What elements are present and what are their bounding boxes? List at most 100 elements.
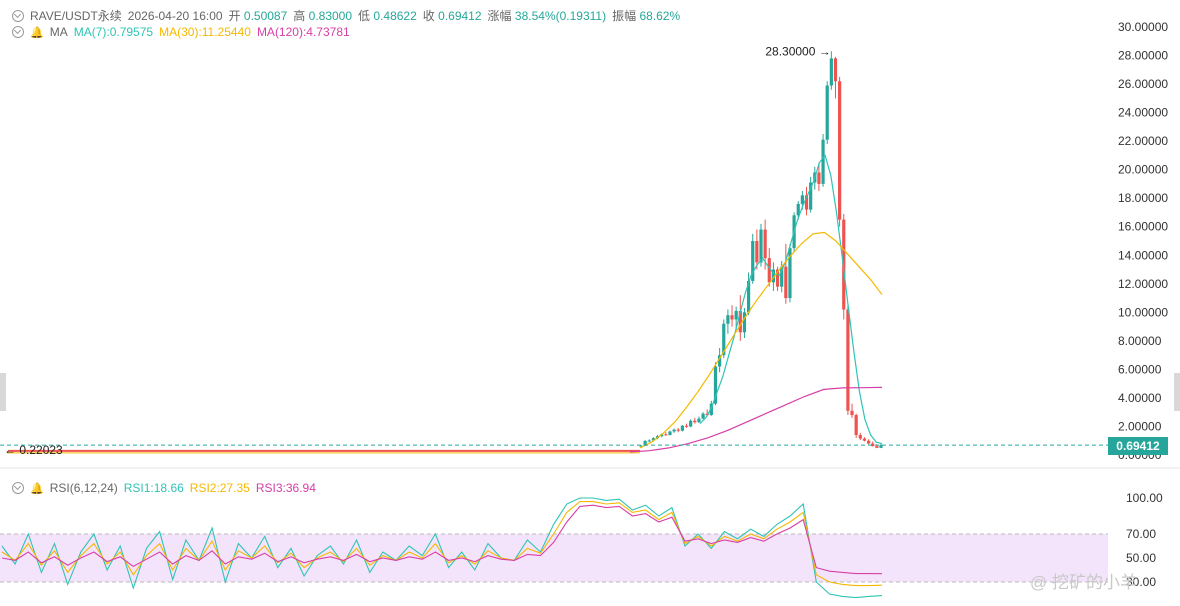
candle-body — [697, 418, 701, 423]
candles — [639, 51, 883, 449]
price-axis: 30.00000 28.00000 26.00000 24.00000 22.00000… — [1118, 20, 1168, 462]
candle-body — [734, 310, 738, 320]
rsi3-legend: RSI3:36.94 — [255, 481, 316, 495]
price-tick-label: 24.00000 — [1118, 106, 1168, 120]
candle-body — [875, 446, 879, 448]
change-label: 涨幅 — [487, 9, 512, 23]
candle-body — [643, 441, 647, 446]
low-label: 低 — [358, 9, 371, 23]
candle-body — [709, 403, 713, 416]
price-tick-label: 20.00000 — [1118, 163, 1168, 177]
candle-body — [738, 310, 742, 333]
candle-body — [730, 315, 734, 320]
price-tick-label: 10.00000 — [1118, 305, 1168, 319]
candle-body — [676, 429, 680, 431]
ma30-line — [639, 231, 883, 449]
price-tick-label: 18.00000 — [1118, 191, 1168, 205]
ma120-line — [629, 386, 883, 453]
candle-body — [651, 438, 656, 441]
candle-body — [850, 410, 854, 416]
rsi-tick-label: 30.00 — [1126, 575, 1156, 589]
candle-body — [858, 435, 862, 439]
price-tick-label: 22.00000 — [1118, 134, 1168, 148]
price-tick-label: 30.00000 — [1118, 20, 1168, 34]
candle-body — [842, 219, 846, 310]
rsi-lines — [1, 497, 883, 599]
last-price-badge: 0.69412 — [1108, 437, 1168, 455]
rsi-alert-bell-icon[interactable]: 🔔 — [30, 482, 44, 495]
candle-body — [751, 241, 755, 281]
candle-body — [838, 81, 842, 220]
candle-body — [755, 241, 759, 263]
change-value: 38.54%(0.19311) — [514, 9, 607, 23]
amplitude-value: 68.62% — [639, 9, 681, 23]
watermark: @ 挖矿的小羊 — [1030, 573, 1137, 592]
left-scroll-handle[interactable] — [0, 373, 6, 411]
candle-body — [771, 269, 776, 283]
candle-body — [879, 445, 883, 448]
candle-body — [680, 425, 684, 431]
close-label: 收 — [422, 9, 435, 23]
candle-body — [804, 195, 809, 210]
candle-body — [821, 139, 825, 184]
amplitude-label: 振幅 — [612, 9, 637, 23]
candle-body — [693, 420, 697, 423]
candle-body — [780, 266, 784, 287]
ohlc-header: RAVE/USDT永续 2026-04-20 16:00 开 0.50087 高… — [12, 7, 680, 24]
candle-body — [788, 248, 792, 299]
ma7-legend: MA(7):0.79575 — [73, 25, 154, 39]
candle-body — [746, 280, 751, 313]
candle-body — [866, 440, 871, 444]
candle-body — [871, 443, 875, 447]
price-tick-label: 6.00000 — [1118, 362, 1162, 376]
rsi-tick-label: 50.00 — [1126, 551, 1156, 565]
candle-body — [647, 440, 651, 442]
rsi-tick-label: 100.00 — [1126, 491, 1163, 505]
close-value: 0.69412 — [438, 9, 482, 23]
candle-body — [767, 258, 771, 283]
price-tick-label: 4.00000 — [1118, 391, 1162, 405]
ma-toggle-icon[interactable] — [12, 26, 24, 38]
min-price-label: ← 0.22023 — [4, 443, 63, 457]
ma120-legend: MA(120):4.73781 — [256, 25, 350, 39]
price-tick-label: 12.00000 — [1118, 277, 1168, 291]
candle-body — [854, 415, 858, 436]
candle-body — [689, 420, 693, 427]
right-scroll-handle[interactable] — [1174, 373, 1180, 411]
alert-bell-icon[interactable]: 🔔 — [30, 26, 44, 39]
candle-body — [846, 309, 850, 411]
open-value: 0.50087 — [243, 9, 288, 23]
candle-body — [701, 413, 705, 419]
price-tick-label: 2.00000 — [1118, 419, 1162, 433]
candle-body — [759, 229, 763, 263]
rsi-tick-label: 70.00 — [1126, 527, 1156, 541]
candle-body — [862, 438, 867, 441]
candle-body — [664, 434, 668, 436]
candle-body — [672, 429, 676, 432]
candle-body — [817, 172, 821, 184]
ma30-legend: MA(30):11.25440 — [159, 25, 251, 39]
max-price-label: 28.30000 → — [765, 44, 830, 58]
annotations: 28.30000 → ← 0.22023 — [0, 44, 1108, 457]
rsi-series-2 — [1, 501, 883, 587]
price-tick-label: 28.00000 — [1118, 49, 1168, 63]
rsi-series-3 — [1, 504, 883, 575]
price-tick-label: 14.00000 — [1118, 248, 1168, 262]
rsi-label: RSI(6,12,24) — [49, 481, 118, 495]
datetime-label: 2026-04-20 16:00 — [127, 8, 223, 23]
candle-body — [833, 58, 838, 82]
candle-body — [639, 445, 643, 447]
ma7-line — [699, 154, 883, 445]
open-label: 开 — [228, 9, 241, 23]
candle-body — [800, 195, 804, 204]
candle-body — [825, 85, 829, 140]
collapse-toggle-icon[interactable] — [12, 9, 24, 22]
rsi-toggle-icon[interactable] — [12, 482, 24, 494]
candle-body — [763, 229, 767, 259]
candle-body — [742, 312, 747, 333]
candle-body — [784, 266, 788, 299]
candle-body — [829, 58, 833, 86]
low-value: 0.48622 — [373, 9, 417, 23]
price-tick-label: 16.00000 — [1118, 220, 1168, 234]
